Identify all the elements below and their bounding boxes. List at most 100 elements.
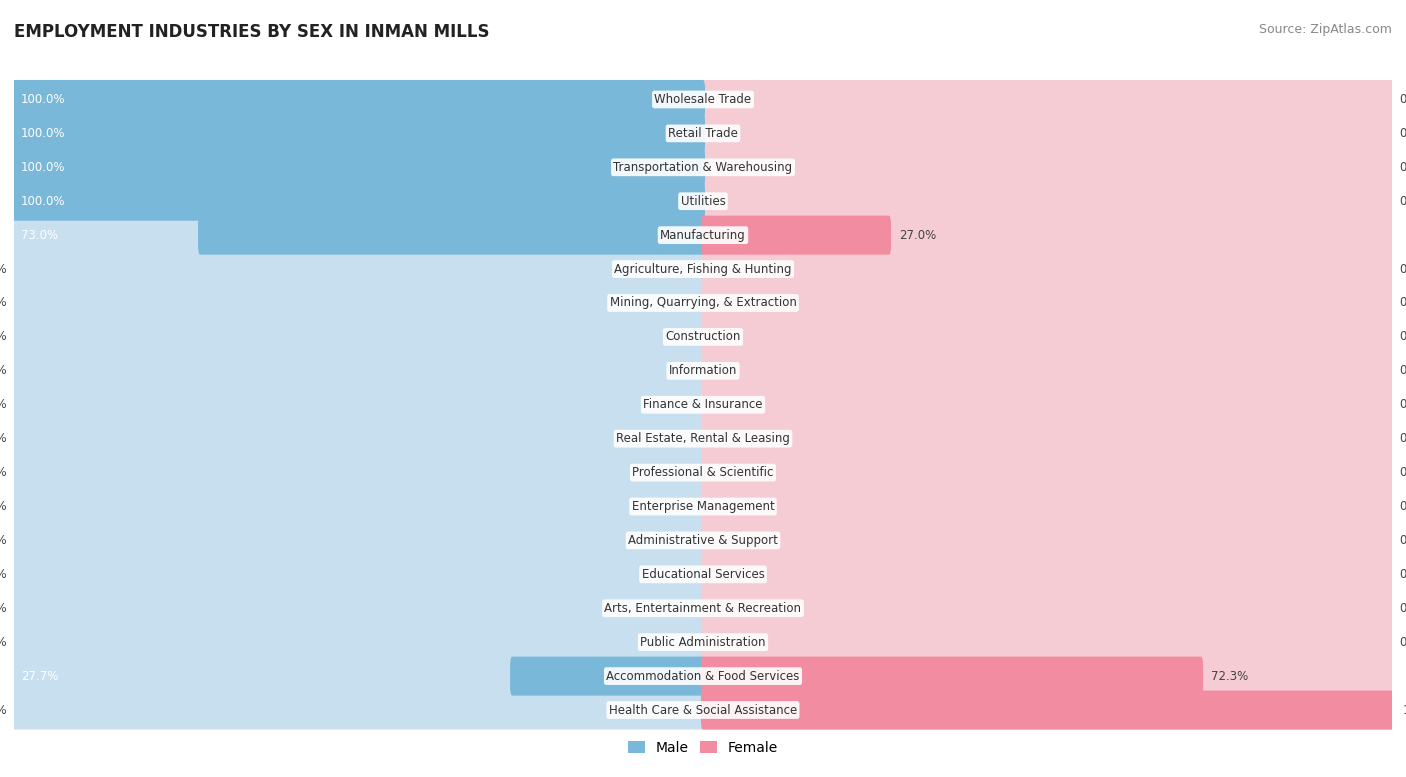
Text: 0.0%: 0.0% bbox=[1399, 466, 1406, 479]
FancyBboxPatch shape bbox=[702, 216, 1393, 255]
FancyBboxPatch shape bbox=[13, 249, 704, 288]
Text: 0.0%: 0.0% bbox=[1399, 93, 1406, 106]
Text: Real Estate, Rental & Leasing: Real Estate, Rental & Leasing bbox=[616, 432, 790, 445]
FancyBboxPatch shape bbox=[13, 216, 704, 255]
Text: 0.0%: 0.0% bbox=[1399, 601, 1406, 615]
Bar bbox=[14, 693, 1392, 727]
FancyBboxPatch shape bbox=[702, 182, 1393, 221]
Text: 0.0%: 0.0% bbox=[0, 601, 7, 615]
FancyBboxPatch shape bbox=[13, 80, 704, 119]
Text: 0.0%: 0.0% bbox=[1399, 263, 1406, 276]
Text: 0.0%: 0.0% bbox=[0, 500, 7, 513]
Text: Professional & Scientific: Professional & Scientific bbox=[633, 466, 773, 479]
Text: Construction: Construction bbox=[665, 330, 741, 343]
FancyBboxPatch shape bbox=[13, 182, 704, 221]
Text: 73.0%: 73.0% bbox=[21, 228, 58, 242]
FancyBboxPatch shape bbox=[702, 691, 1393, 730]
FancyBboxPatch shape bbox=[702, 385, 1393, 424]
FancyBboxPatch shape bbox=[702, 351, 1393, 390]
Text: Utilities: Utilities bbox=[681, 195, 725, 207]
Text: 0.0%: 0.0% bbox=[0, 330, 7, 343]
FancyBboxPatch shape bbox=[13, 114, 704, 153]
Text: 0.0%: 0.0% bbox=[1399, 127, 1406, 140]
FancyBboxPatch shape bbox=[702, 622, 1393, 662]
FancyBboxPatch shape bbox=[13, 691, 704, 730]
Text: Arts, Entertainment & Recreation: Arts, Entertainment & Recreation bbox=[605, 601, 801, 615]
Text: Public Administration: Public Administration bbox=[640, 636, 766, 649]
FancyBboxPatch shape bbox=[13, 555, 704, 594]
FancyBboxPatch shape bbox=[702, 555, 1393, 594]
FancyBboxPatch shape bbox=[702, 419, 1393, 458]
Text: 0.0%: 0.0% bbox=[1399, 534, 1406, 547]
Text: 0.0%: 0.0% bbox=[1399, 161, 1406, 174]
Text: 100.0%: 100.0% bbox=[21, 93, 66, 106]
Bar bbox=[14, 82, 1392, 117]
FancyBboxPatch shape bbox=[702, 80, 1393, 119]
Text: 0.0%: 0.0% bbox=[0, 432, 7, 445]
Bar bbox=[14, 218, 1392, 252]
Text: Source: ZipAtlas.com: Source: ZipAtlas.com bbox=[1258, 23, 1392, 37]
Text: 0.0%: 0.0% bbox=[0, 568, 7, 581]
Text: Finance & Insurance: Finance & Insurance bbox=[644, 399, 762, 411]
Bar bbox=[14, 184, 1392, 218]
Text: 0.0%: 0.0% bbox=[1399, 500, 1406, 513]
FancyBboxPatch shape bbox=[702, 521, 1393, 560]
Text: Administrative & Support: Administrative & Support bbox=[628, 534, 778, 547]
Text: 100.0%: 100.0% bbox=[21, 195, 66, 207]
Text: 0.0%: 0.0% bbox=[1399, 568, 1406, 581]
FancyBboxPatch shape bbox=[13, 521, 704, 560]
FancyBboxPatch shape bbox=[13, 419, 704, 458]
Bar bbox=[14, 422, 1392, 455]
Text: Retail Trade: Retail Trade bbox=[668, 127, 738, 140]
Text: Information: Information bbox=[669, 364, 737, 378]
Bar bbox=[14, 524, 1392, 557]
Text: Enterprise Management: Enterprise Management bbox=[631, 500, 775, 513]
FancyBboxPatch shape bbox=[702, 318, 1393, 357]
FancyBboxPatch shape bbox=[510, 657, 704, 695]
FancyBboxPatch shape bbox=[702, 284, 1393, 322]
Text: Educational Services: Educational Services bbox=[641, 568, 765, 581]
FancyBboxPatch shape bbox=[13, 453, 704, 492]
FancyBboxPatch shape bbox=[13, 622, 704, 662]
FancyBboxPatch shape bbox=[13, 318, 704, 357]
Bar bbox=[14, 354, 1392, 388]
FancyBboxPatch shape bbox=[13, 589, 704, 628]
FancyBboxPatch shape bbox=[702, 249, 1393, 288]
Text: EMPLOYMENT INDUSTRIES BY SEX IN INMAN MILLS: EMPLOYMENT INDUSTRIES BY SEX IN INMAN MI… bbox=[14, 23, 489, 41]
FancyBboxPatch shape bbox=[13, 182, 704, 221]
Text: 0.0%: 0.0% bbox=[1399, 195, 1406, 207]
FancyBboxPatch shape bbox=[702, 148, 1393, 186]
FancyBboxPatch shape bbox=[13, 114, 704, 153]
Bar bbox=[14, 455, 1392, 490]
FancyBboxPatch shape bbox=[702, 114, 1393, 153]
Text: Mining, Quarrying, & Extraction: Mining, Quarrying, & Extraction bbox=[610, 297, 796, 309]
FancyBboxPatch shape bbox=[702, 453, 1393, 492]
Bar bbox=[14, 388, 1392, 422]
FancyBboxPatch shape bbox=[13, 657, 704, 695]
FancyBboxPatch shape bbox=[13, 385, 704, 424]
Bar bbox=[14, 252, 1392, 286]
Text: 0.0%: 0.0% bbox=[1399, 364, 1406, 378]
Text: 0.0%: 0.0% bbox=[0, 297, 7, 309]
FancyBboxPatch shape bbox=[702, 589, 1393, 628]
Text: 100.0%: 100.0% bbox=[21, 127, 66, 140]
Text: 100.0%: 100.0% bbox=[21, 161, 66, 174]
FancyBboxPatch shape bbox=[702, 691, 1393, 730]
FancyBboxPatch shape bbox=[702, 657, 1204, 695]
Text: 0.0%: 0.0% bbox=[1399, 297, 1406, 309]
Text: Transportation & Warehousing: Transportation & Warehousing bbox=[613, 161, 793, 174]
Text: 0.0%: 0.0% bbox=[0, 364, 7, 378]
Bar bbox=[14, 557, 1392, 591]
FancyBboxPatch shape bbox=[13, 80, 704, 119]
Text: Manufacturing: Manufacturing bbox=[661, 228, 745, 242]
Text: Health Care & Social Assistance: Health Care & Social Assistance bbox=[609, 703, 797, 716]
FancyBboxPatch shape bbox=[702, 657, 1393, 695]
Text: 0.0%: 0.0% bbox=[1399, 636, 1406, 649]
Bar bbox=[14, 286, 1392, 320]
Bar bbox=[14, 151, 1392, 184]
Bar bbox=[14, 659, 1392, 693]
Text: Agriculture, Fishing & Hunting: Agriculture, Fishing & Hunting bbox=[614, 263, 792, 276]
FancyBboxPatch shape bbox=[13, 284, 704, 322]
Text: Accommodation & Food Services: Accommodation & Food Services bbox=[606, 670, 800, 683]
FancyBboxPatch shape bbox=[198, 216, 704, 255]
